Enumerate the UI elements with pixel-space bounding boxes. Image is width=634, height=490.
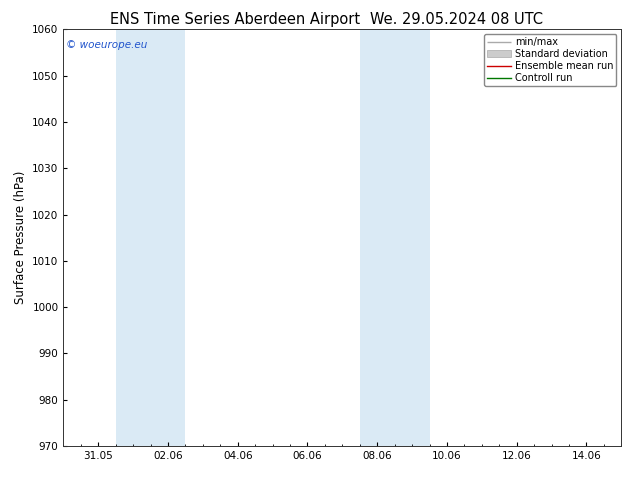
Text: We. 29.05.2024 08 UTC: We. 29.05.2024 08 UTC	[370, 12, 543, 27]
Text: © woeurope.eu: © woeurope.eu	[66, 40, 148, 50]
Text: ENS Time Series Aberdeen Airport: ENS Time Series Aberdeen Airport	[110, 12, 359, 27]
Bar	[115, 29, 185, 446]
Bar	[359, 29, 429, 446]
Y-axis label: Surface Pressure (hPa): Surface Pressure (hPa)	[14, 171, 27, 304]
Legend: min/max, Standard deviation, Ensemble mean run, Controll run: min/max, Standard deviation, Ensemble me…	[484, 34, 616, 86]
